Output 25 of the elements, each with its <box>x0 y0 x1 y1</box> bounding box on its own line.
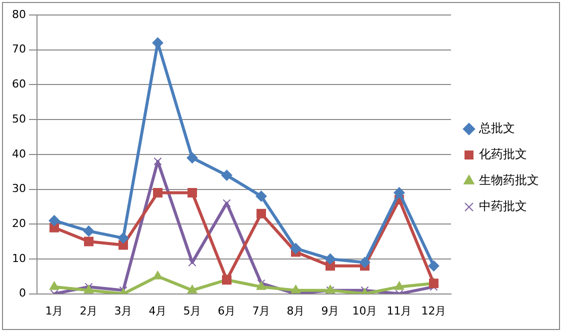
x-tick-label: 3月 <box>114 304 132 318</box>
y-tick-label: 30 <box>12 182 26 196</box>
x-tick-label: 11月 <box>386 304 412 318</box>
x-tick-label: 9月 <box>321 304 340 318</box>
legend-label: 化药批文 <box>479 147 527 162</box>
x-tick-label: 8月 <box>286 304 305 318</box>
legend-label: 总批文 <box>478 121 515 136</box>
x-tick-label: 2月 <box>80 304 98 318</box>
legend-label: 中药批文 <box>479 199 527 214</box>
legend-label: 生物药批文 <box>479 173 539 188</box>
x-tick-label: 12月 <box>421 304 446 318</box>
y-tick-label: 20 <box>12 216 26 230</box>
x-tick-label: 6月 <box>218 304 236 318</box>
y-tick-label: 50 <box>12 112 26 126</box>
x-tick-label: 7月 <box>252 304 270 318</box>
x-tick-label: 4月 <box>148 304 167 318</box>
y-tick-label: 70 <box>12 42 26 56</box>
x-tick-label: 1月 <box>45 304 64 318</box>
y-tick-label: 40 <box>12 147 26 160</box>
y-tick-label: 0 <box>18 286 26 300</box>
y-tick-label: 60 <box>12 78 26 91</box>
y-tick-label: 10 <box>12 252 26 265</box>
x-tick-label: 5月 <box>183 304 202 318</box>
y-tick-label: 80 <box>12 8 26 21</box>
x-tick-label: 10月 <box>352 304 378 318</box>
